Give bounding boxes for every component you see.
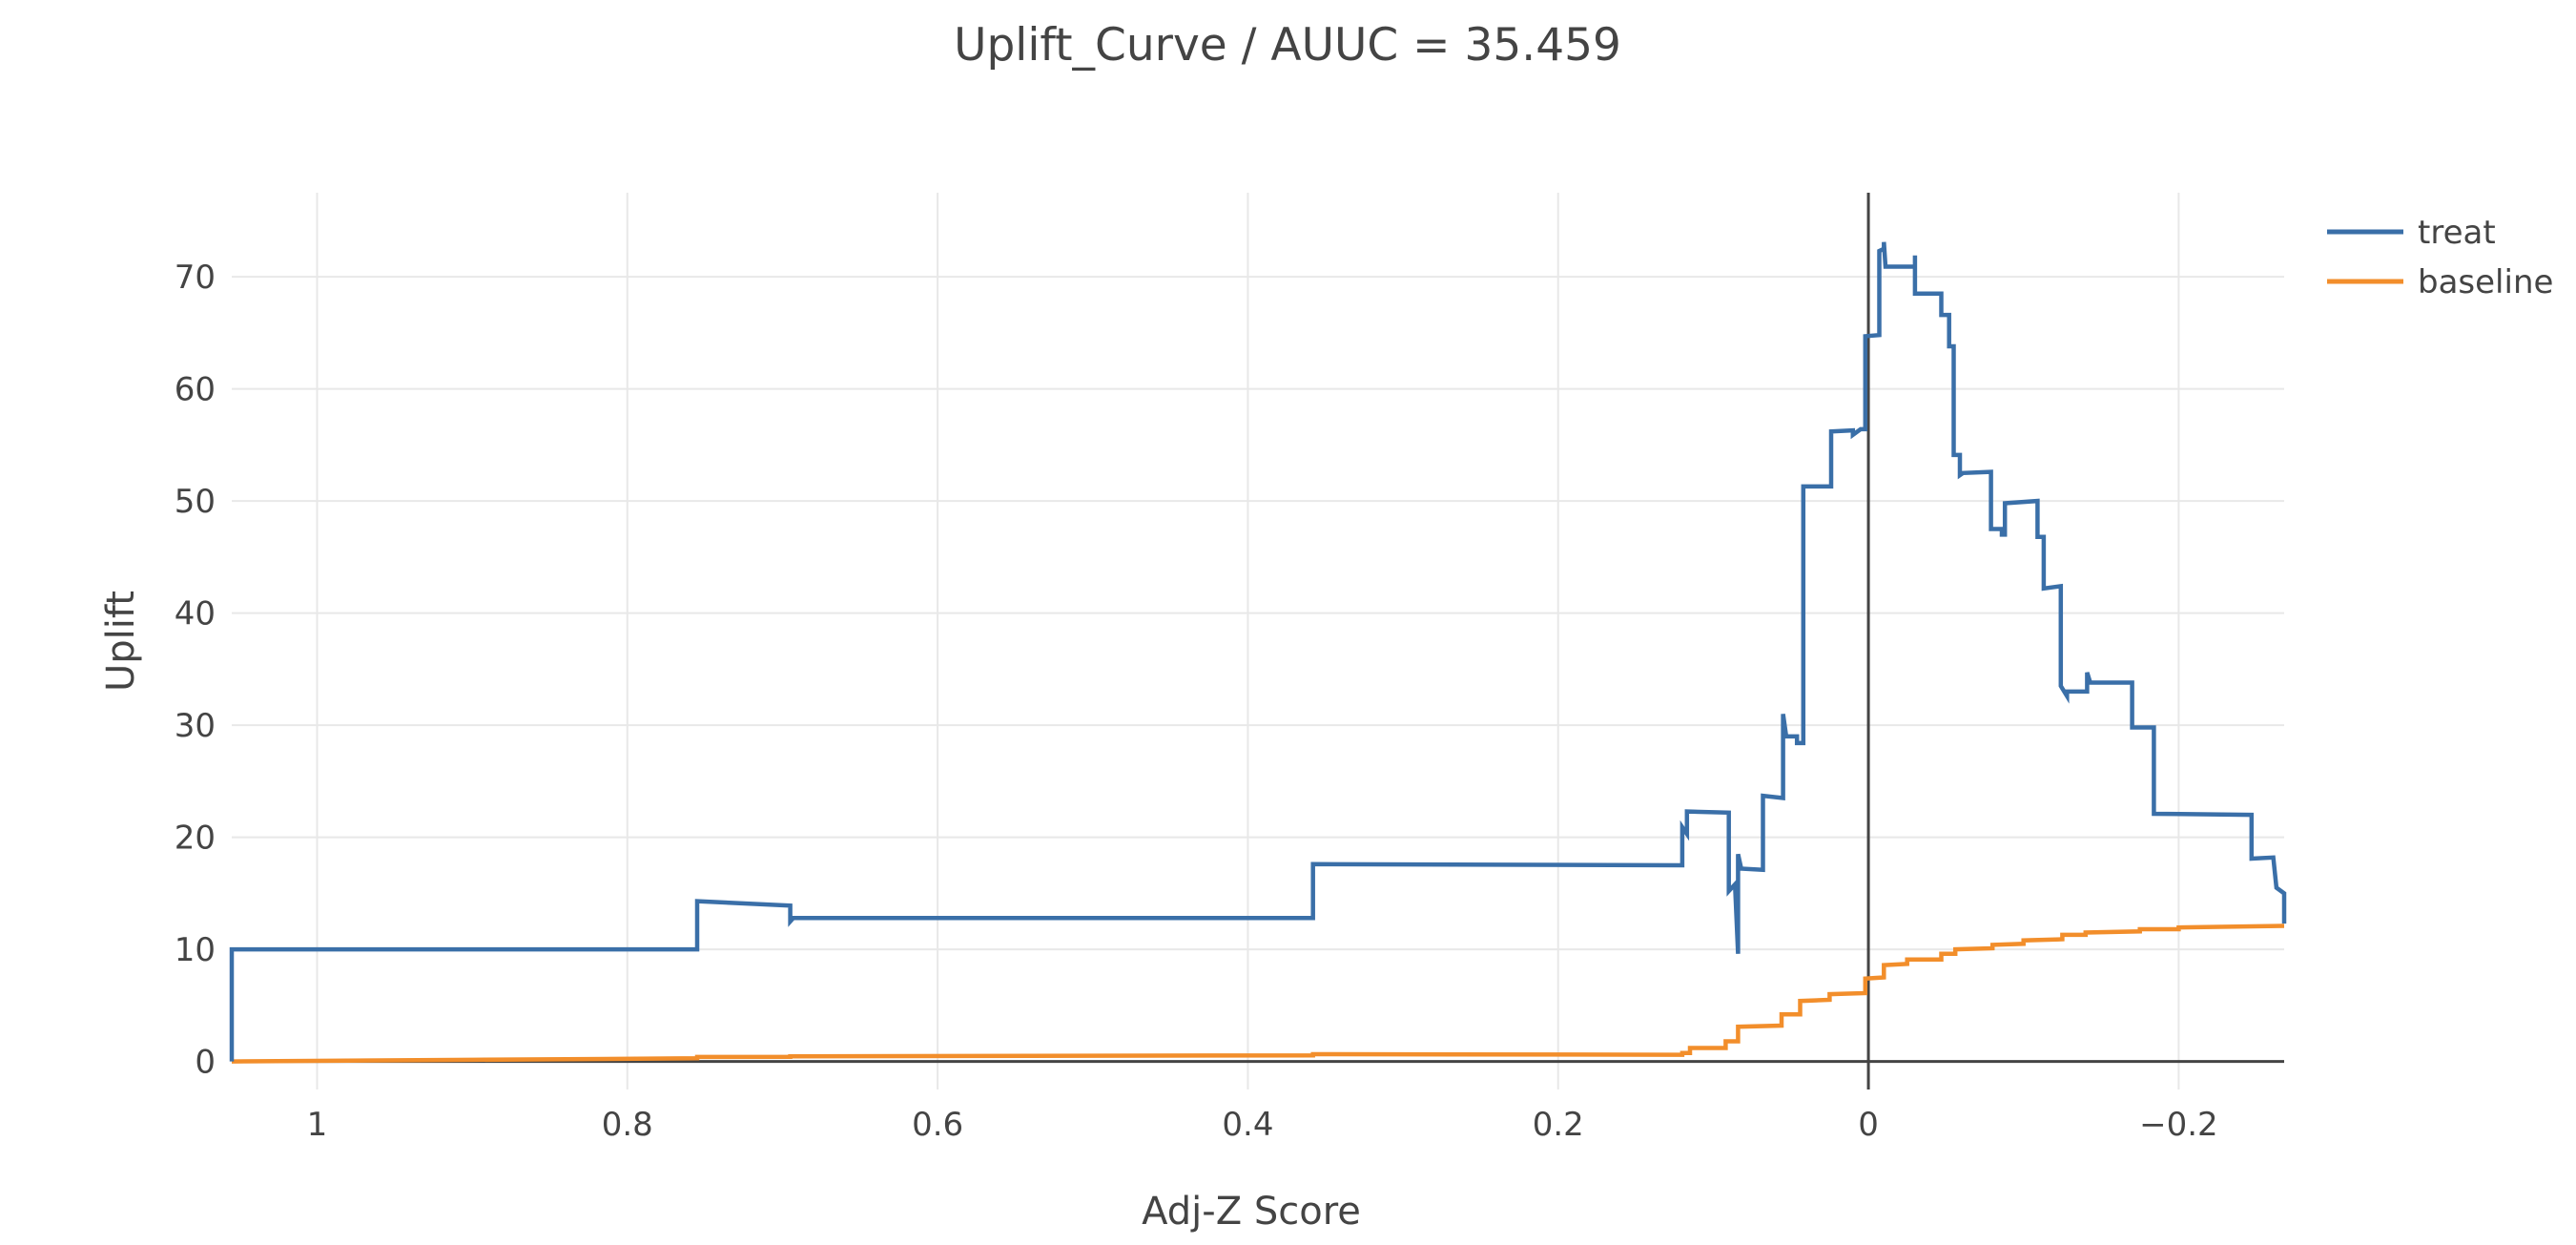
- series-layer: [229, 241, 2287, 1064]
- legend: treat baseline: [2327, 214, 2553, 301]
- y-tick-label: 10: [175, 931, 216, 969]
- x-tick-label: −0.2: [2139, 1106, 2218, 1144]
- x-tick-label: 0.8: [602, 1106, 653, 1144]
- legend-label-baseline: baseline: [2418, 263, 2553, 301]
- y-tick-label: 50: [175, 483, 216, 521]
- x-tick-label: 0: [1858, 1106, 1879, 1144]
- y-tick-label: 70: [175, 259, 216, 297]
- x-axis-title: Adj-Z Score: [1142, 1190, 1361, 1234]
- legend-label-treat: treat: [2418, 214, 2496, 252]
- x-tick-label: 0.2: [1533, 1106, 1584, 1144]
- series-line-baseline: [231, 923, 2285, 1064]
- y-tick-label: 40: [175, 595, 216, 633]
- tick-layer: 1 0.8 0.6 0.4 0.2 0 −0.2 0 10 20 30 40 50 60 70: [175, 259, 2218, 1144]
- y-tick-label: 30: [175, 707, 216, 745]
- series-line-treat: [229, 241, 2287, 1062]
- grid-layer: [232, 193, 2284, 1089]
- y-axis-title: Uplift: [99, 591, 143, 692]
- chart-title: Uplift_Curve / AUUC = 35.459: [954, 19, 1621, 72]
- x-tick-label: 0.6: [912, 1106, 963, 1144]
- axis-layer: [232, 193, 2284, 1089]
- x-tick-label: 1: [307, 1106, 328, 1144]
- x-tick-label: 0.4: [1222, 1106, 1273, 1144]
- y-tick-label: 0: [195, 1044, 216, 1082]
- y-tick-label: 60: [175, 371, 216, 409]
- y-tick-label: 20: [175, 820, 216, 858]
